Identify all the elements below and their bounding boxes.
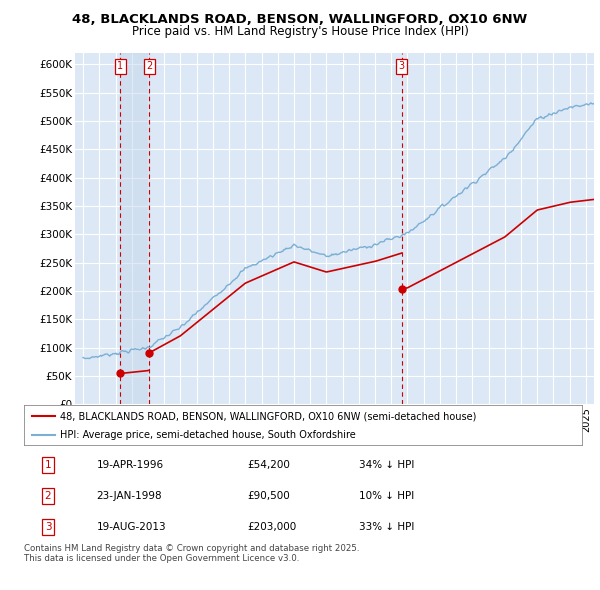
Text: 19-AUG-2013: 19-AUG-2013 — [97, 522, 166, 532]
Text: 10% ↓ HPI: 10% ↓ HPI — [359, 491, 414, 501]
Point — [145, 348, 154, 358]
Text: HPI: Average price, semi-detached house, South Oxfordshire: HPI: Average price, semi-detached house,… — [60, 430, 356, 440]
Text: 23-JAN-1998: 23-JAN-1998 — [97, 491, 162, 501]
Text: 48, BLACKLANDS ROAD, BENSON, WALLINGFORD, OX10 6NW (semi-detached house): 48, BLACKLANDS ROAD, BENSON, WALLINGFORD… — [60, 411, 476, 421]
Text: £90,500: £90,500 — [247, 491, 290, 501]
Bar — [121, 53, 149, 404]
Text: 48, BLACKLANDS ROAD, BENSON, WALLINGFORD, OX10 6NW: 48, BLACKLANDS ROAD, BENSON, WALLINGFORD… — [73, 13, 527, 26]
Point — [397, 284, 406, 294]
Point — [116, 369, 125, 378]
Text: 2: 2 — [44, 491, 52, 501]
Text: 2: 2 — [146, 61, 152, 71]
Text: 33% ↓ HPI: 33% ↓ HPI — [359, 522, 414, 532]
Text: 19-APR-1996: 19-APR-1996 — [97, 460, 164, 470]
Text: £54,200: £54,200 — [247, 460, 290, 470]
Text: Contains HM Land Registry data © Crown copyright and database right 2025.
This d: Contains HM Land Registry data © Crown c… — [24, 544, 359, 563]
Text: £203,000: £203,000 — [247, 522, 296, 532]
Text: 3: 3 — [44, 522, 52, 532]
Text: Price paid vs. HM Land Registry's House Price Index (HPI): Price paid vs. HM Land Registry's House … — [131, 25, 469, 38]
Text: 1: 1 — [44, 460, 52, 470]
Text: 34% ↓ HPI: 34% ↓ HPI — [359, 460, 414, 470]
Text: 3: 3 — [398, 61, 405, 71]
Text: 1: 1 — [118, 61, 124, 71]
